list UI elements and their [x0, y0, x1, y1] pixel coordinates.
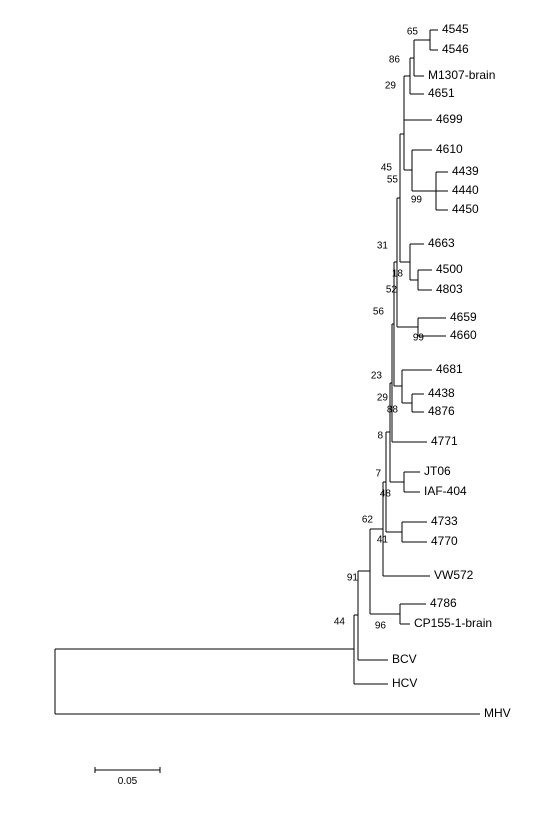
tip-label: 4610	[436, 142, 463, 156]
tip-label: 4545	[442, 22, 469, 36]
tip-label: 4733	[431, 514, 458, 528]
bootstrap-label: 29	[377, 393, 389, 404]
tip-label: 4651	[428, 86, 455, 100]
tip-label: 4663	[428, 236, 455, 250]
bootstrap-label: 29	[385, 81, 397, 92]
tip-label: 4786	[430, 596, 457, 610]
bootstrap-label: 86	[389, 55, 401, 66]
tip-label: 4500	[436, 262, 463, 276]
tip-label: 4699	[436, 112, 463, 126]
tip-label: 4771	[431, 434, 458, 448]
bootstrap-label: 52	[386, 285, 398, 296]
tip-label: HCV	[392, 676, 417, 690]
bootstrap-label: 55	[387, 175, 399, 186]
bootstrap-label: 48	[380, 489, 392, 500]
tip-label: 4438	[428, 386, 455, 400]
bootstrap-label: 62	[362, 515, 374, 526]
tip-label: 4681	[436, 362, 463, 376]
tip-label: M1307-brain	[428, 68, 495, 82]
tip-label: VW572	[434, 568, 474, 582]
bootstrap-label: 7	[375, 469, 381, 480]
bootstrap-label: 23	[371, 371, 383, 382]
tip-label: 4660	[450, 328, 477, 342]
tip-label: JT06	[424, 464, 451, 478]
tip-label: MHV	[484, 706, 511, 720]
bootstrap-label: 41	[377, 535, 389, 546]
scale-bar-label: 0.05	[118, 776, 138, 787]
tip-label: CP155-1-brain	[414, 616, 492, 630]
bootstrap-label: 88	[387, 405, 399, 416]
bootstrap-label: 44	[334, 617, 346, 628]
bootstrap-label: 99	[411, 195, 423, 206]
tip-label: 4546	[442, 42, 469, 56]
tip-label: IAF-404	[424, 484, 467, 498]
tip-label: 4803	[436, 282, 463, 296]
phylogenetic-tree: 4545 4546 M1307-brain 4651 4699 4610 4439 4440 4…	[0, 0, 550, 821]
tip-label: 4876	[428, 404, 455, 418]
bootstrap-label: 45	[381, 163, 393, 174]
bootstrap-label: 56	[373, 307, 385, 318]
bootstrap-label: 65	[407, 27, 419, 38]
tip-label: BCV	[392, 652, 417, 666]
bootstrap-label: 18	[392, 269, 404, 280]
tip-label: 4439	[452, 164, 479, 178]
bootstrap-label: 31	[377, 241, 389, 252]
bootstrap-label: 8	[377, 431, 383, 442]
tip-label: 4659	[450, 310, 477, 324]
tip-label: 4770	[431, 534, 458, 548]
bootstrap-label: 91	[347, 573, 359, 584]
tip-label: 4450	[452, 202, 479, 216]
bootstrap-label: 99	[413, 333, 425, 344]
tip-label: 4440	[452, 183, 479, 197]
bootstrap-label: 96	[375, 621, 387, 632]
